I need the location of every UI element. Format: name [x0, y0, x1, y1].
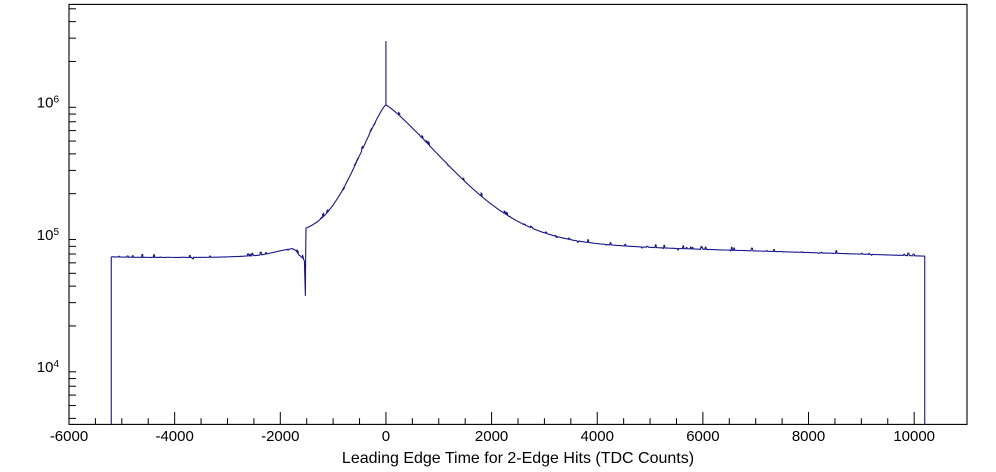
svg-text:6000: 6000 — [686, 428, 719, 445]
svg-text:4000: 4000 — [581, 428, 614, 445]
svg-text:Leading Edge Time for 2-Edge H: Leading Edge Time for 2-Edge Hits (TDC C… — [342, 450, 694, 467]
svg-text:10000: 10000 — [893, 428, 935, 445]
svg-text:-6000: -6000 — [50, 428, 88, 445]
svg-text:0: 0 — [382, 428, 390, 445]
svg-text:8000: 8000 — [792, 428, 825, 445]
svg-text:-4000: -4000 — [155, 428, 193, 445]
svg-text:-2000: -2000 — [261, 428, 299, 445]
svg-text:2000: 2000 — [475, 428, 508, 445]
